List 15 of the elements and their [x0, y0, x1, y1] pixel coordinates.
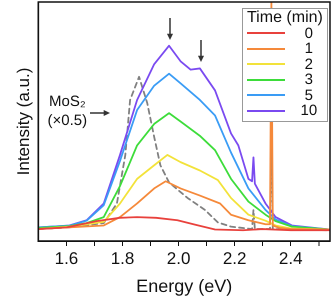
legend-label: 0: [304, 24, 314, 42]
legend-title: Time (min): [247, 9, 323, 26]
legend-label: 1: [304, 40, 314, 57]
x-tick-label: 1.6: [54, 248, 78, 268]
annotation: MoS₂ (×0.5): [48, 92, 88, 130]
legend-label: 2: [304, 56, 314, 72]
x-tick-label: 1.8: [110, 248, 134, 268]
legend-label: 5: [304, 86, 314, 104]
x-tick-label: 2.4: [278, 248, 303, 268]
x-tick-label: 2.0: [166, 248, 190, 268]
legend-label: 3: [304, 71, 314, 88]
x-axis-title: Energy (eV): [136, 276, 232, 296]
x-tick-label: 2.2: [222, 248, 246, 268]
legend-label: 10: [300, 102, 318, 119]
y-axis-title: Intensity (a.u.): [14, 68, 33, 176]
